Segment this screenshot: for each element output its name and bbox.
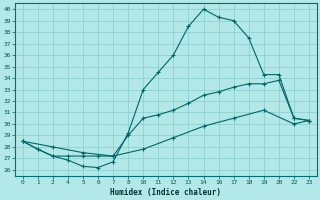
X-axis label: Humidex (Indice chaleur): Humidex (Indice chaleur)	[110, 188, 221, 197]
